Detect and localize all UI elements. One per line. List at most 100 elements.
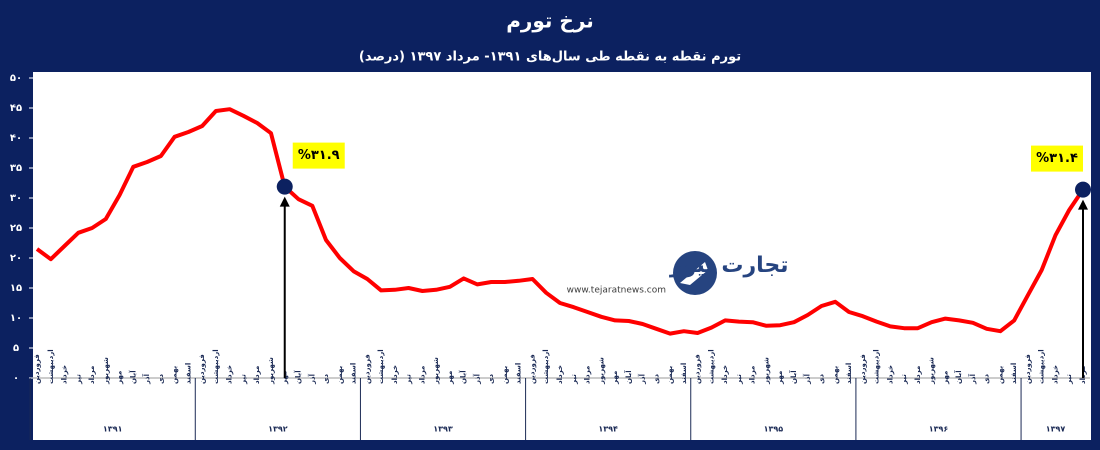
x-tick-label: مرداد xyxy=(88,366,96,384)
point-marker xyxy=(1075,181,1091,198)
y-tick-label: ۵ xyxy=(13,343,19,354)
x-tick-label: مرداد xyxy=(914,366,922,384)
x-tick-label: دی xyxy=(652,374,660,384)
y-tick-label: ۴۵ xyxy=(10,103,22,114)
x-tick-label: تیر xyxy=(735,374,743,385)
chart-title: نرخ تورم xyxy=(506,9,594,33)
x-tick-label: خرداد xyxy=(226,365,234,384)
x-tick-label: دی xyxy=(322,374,330,384)
x-tick-label: آبان xyxy=(624,370,633,384)
year-label: ۱۳۹۲ xyxy=(268,425,288,434)
x-tick-label: تیر xyxy=(74,374,82,385)
x-tick-label: مرداد xyxy=(418,366,426,384)
x-tick-label: مرداد xyxy=(749,366,757,384)
x-tick-label: آبان xyxy=(954,370,963,384)
x-tick-label: اردیبهشت xyxy=(873,349,881,384)
x-tick-label: شهریور xyxy=(267,357,275,385)
x-tick-label: تیر xyxy=(900,374,908,385)
year-label: ۱۳۹۶ xyxy=(929,425,949,434)
value-label-box xyxy=(292,142,345,169)
x-tick-label: بهمن xyxy=(831,365,839,384)
y-tick-label: ۳۵ xyxy=(10,163,22,174)
x-tick-label: مهر xyxy=(116,371,124,385)
x-tick-label: آذر xyxy=(472,373,481,385)
y-tick-label: ۳۰ xyxy=(10,193,22,204)
x-tick-label: آذر xyxy=(968,373,977,385)
x-tick-label: آبان xyxy=(789,370,798,384)
year-label: ۱۳۹۱ xyxy=(103,425,123,434)
x-tick-label: اسفند xyxy=(1010,363,1018,384)
x-tick-label: فروردین xyxy=(528,354,536,384)
x-tick-label: بهمن xyxy=(666,365,674,384)
x-tick-label: مرداد xyxy=(253,366,261,384)
x-tick-label: فروردین xyxy=(33,354,41,384)
value-label: %۳۱.۹ xyxy=(298,148,340,163)
y-tick-label: ۱۰ xyxy=(10,313,22,324)
x-tick-label: خرداد xyxy=(61,365,69,384)
x-tick-label: اسفند xyxy=(350,363,358,384)
y-tick-label: ۲۵ xyxy=(10,223,22,234)
x-tick-label: اردیبهشت xyxy=(707,349,715,384)
x-tick-label: اردیبهشت xyxy=(377,349,385,384)
x-tick-label: شهریور xyxy=(928,357,936,385)
x-tick-label: مرداد xyxy=(584,366,592,384)
year-label: ۱۳۹۷ xyxy=(1046,425,1066,434)
x-tick-label: اردیبهشت xyxy=(1038,349,1046,384)
x-tick-label: آبان xyxy=(294,370,303,384)
x-tick-label: مهر xyxy=(611,371,619,385)
x-tick-label: اردیبهشت xyxy=(542,349,550,384)
data-line xyxy=(35,107,1085,336)
x-tick-label: فروردین xyxy=(859,354,867,384)
x-tick-label: بهمن xyxy=(501,365,509,384)
x-tick-label: فروردین xyxy=(363,354,371,384)
x-tick-label: فروردین xyxy=(1024,354,1032,384)
x-tick-label: تیر xyxy=(1065,374,1073,385)
watermark-logo-mark xyxy=(680,262,708,285)
x-tick-label: تیر xyxy=(405,374,413,385)
x-tick-label: بهمن xyxy=(336,365,344,384)
x-tick-label: خرداد xyxy=(1051,365,1059,384)
x-tick-label: دی xyxy=(983,374,991,384)
x-tick-label: شهریور xyxy=(432,357,440,385)
x-tick-label: بهمن xyxy=(171,365,179,384)
x-tick-label: آذر xyxy=(307,373,316,385)
x-tick-label: دی xyxy=(818,374,826,384)
point-marker xyxy=(276,178,293,195)
x-tick-label: دی xyxy=(157,374,165,384)
arrow-head xyxy=(279,196,290,207)
plot-panel xyxy=(33,72,1091,440)
x-tick-label: خرداد xyxy=(886,365,894,384)
x-tick-label: اسفند xyxy=(515,363,523,384)
year-label: ۱۳۹۴ xyxy=(598,425,618,434)
x-tick-label: فروردین xyxy=(694,354,702,384)
year-label: ۱۳۹۵ xyxy=(764,425,784,434)
x-tick-label: شهریور xyxy=(102,357,110,385)
y-tick-label: ۲۰ xyxy=(10,253,22,264)
x-tick-label: تیر xyxy=(570,374,578,385)
chart-subtitle: تورم نقطه به نقطه طی سال‌های ۱۳۹۱- مرداد… xyxy=(359,50,741,65)
y-tick-label: ۵۰ xyxy=(10,73,22,84)
x-tick-label: آذر xyxy=(638,373,647,385)
x-tick-label: فروردین xyxy=(198,354,206,384)
x-tick-label: آبان xyxy=(459,370,468,384)
x-tick-label: خرداد xyxy=(721,365,729,384)
x-tick-label: مهر xyxy=(776,371,784,385)
value-label: %۳۱.۴ xyxy=(1036,151,1078,166)
x-tick-label: اسفند xyxy=(845,363,853,384)
x-tick-label: اردیبهشت xyxy=(212,349,220,384)
y-tick-label: ۴۰ xyxy=(10,133,22,144)
watermark: تجارت نیوز www.tejaratnews.com xyxy=(567,251,789,296)
x-tick-label: مهر xyxy=(446,371,454,385)
x-tick-label: مهر xyxy=(941,371,949,385)
arrow-head xyxy=(1078,199,1088,210)
x-tick-label: دی xyxy=(487,374,495,384)
x-tick-label: بهمن xyxy=(996,365,1004,384)
x-tick-label: اردیبهشت xyxy=(47,349,55,384)
watermark-name: تجارت نیوز xyxy=(669,253,789,278)
y-tick-label: ۰ xyxy=(13,373,19,384)
x-tick-label: خرداد xyxy=(556,365,564,384)
x-tick-label: اسفند xyxy=(680,363,688,384)
y-tick-label: ۱۵ xyxy=(10,283,22,294)
x-tick-label: شهریور xyxy=(762,357,770,385)
